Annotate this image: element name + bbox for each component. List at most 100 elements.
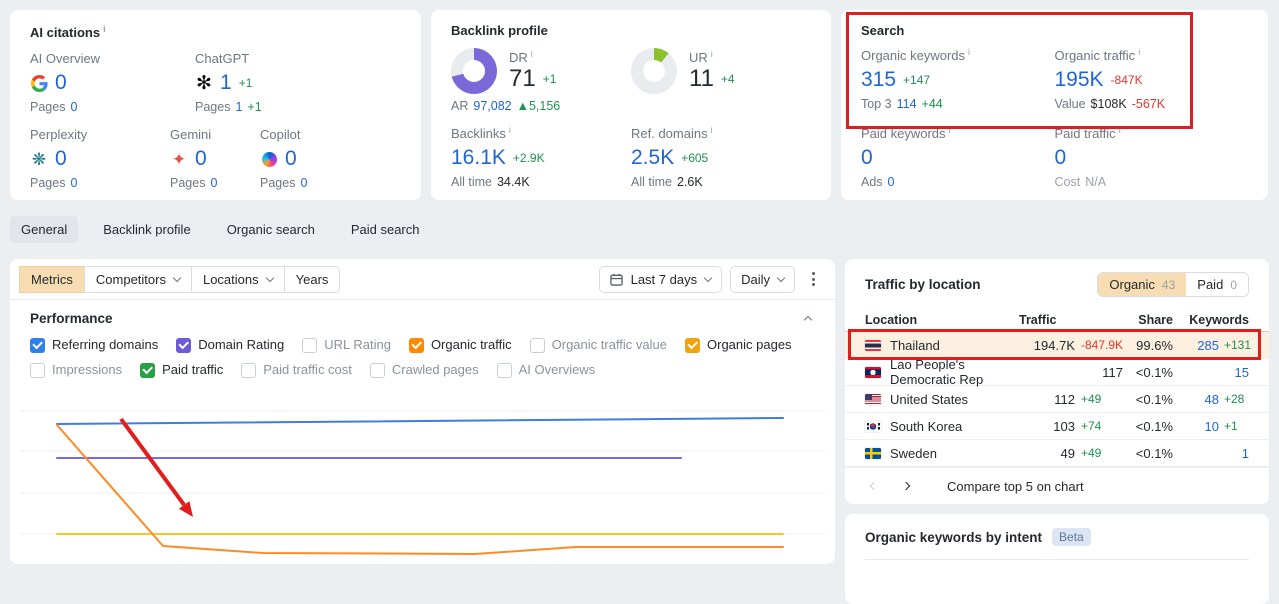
ai-citations-count[interactable]: 1	[220, 71, 232, 94]
compare-top5-link[interactable]: Compare top 5 on chart	[947, 478, 1084, 494]
ur-value[interactable]: 11	[689, 65, 714, 92]
performance-line-chart[interactable]	[20, 386, 825, 564]
checkbox-icon	[30, 337, 45, 353]
ai-citations-delta: +1	[238, 76, 253, 90]
share-value: <0.1%	[1135, 391, 1173, 407]
country-name: Thailand	[890, 337, 940, 353]
metric-checkbox[interactable]: Domain Rating	[176, 337, 284, 353]
organic-keywords-intent-panel: Organic keywords by intent Beta	[845, 514, 1269, 604]
ref-domains-label: Ref. domains i	[631, 125, 713, 141]
granularity-button[interactable]: Daily	[730, 265, 795, 293]
ref-domains-value[interactable]: 2.5K	[631, 146, 675, 169]
toggle-segment[interactable]: Paid 0	[1186, 273, 1248, 296]
checkbox-icon	[529, 337, 545, 353]
granularity-label: Daily	[741, 271, 770, 287]
share-value: <0.1%	[1135, 418, 1173, 434]
location-row[interactable]: South Korea 103 +74 <0.1% 10 +1	[845, 413, 1269, 440]
location-row[interactable]: Lao People's Democratic Rep 117 <0.1% 15	[845, 357, 1269, 387]
metric-checkbox[interactable]: URL Rating	[302, 337, 391, 353]
metric-checkbox[interactable]: Organic traffic	[408, 337, 512, 353]
backlinks-value[interactable]: 16.1K	[451, 146, 506, 169]
pages-count[interactable]: 0	[210, 176, 218, 190]
keywords-count[interactable]: 15	[1234, 364, 1249, 380]
traffic-by-location-title: Traffic by location	[865, 277, 981, 292]
info-icon[interactable]: i	[948, 125, 951, 135]
organic-traffic-value[interactable]: 195K	[1054, 68, 1104, 91]
paid-keywords-value[interactable]: 0	[861, 146, 873, 169]
google-icon	[30, 74, 48, 92]
keywords-count[interactable]: 48	[1204, 391, 1219, 407]
metric-checkbox[interactable]: AI Overviews	[496, 362, 595, 378]
info-icon[interactable]: i	[968, 47, 971, 57]
metric-checkbox[interactable]: Paid traffic cost	[241, 362, 352, 378]
ai-citations-count[interactable]: 0	[195, 147, 207, 170]
tab[interactable]: Paid search	[350, 222, 420, 237]
chevron-down-icon	[776, 273, 786, 282]
keywords-count[interactable]: 1	[1241, 445, 1249, 461]
right-column: Traffic by location Organic 43 Paid 0	[845, 259, 1269, 604]
chevron-up-icon	[803, 315, 813, 325]
pages-count[interactable]: 0	[70, 176, 78, 190]
traffic-value: 103	[1053, 418, 1075, 434]
info-icon[interactable]: i	[530, 49, 533, 59]
metric-checkbox[interactable]: Impressions	[30, 362, 122, 378]
paid-traffic-label: Paid traffic i	[1054, 125, 1121, 141]
more-options-button[interactable]	[801, 266, 825, 292]
organic-traffic-delta: -847K	[1110, 73, 1143, 87]
organic-keywords-value[interactable]: 315	[861, 68, 897, 91]
metric-checkbox[interactable]: Crawled pages	[369, 362, 479, 378]
keywords-count[interactable]: 285	[1197, 337, 1219, 353]
search-title: Search	[861, 23, 905, 38]
chevron-down-icon	[265, 273, 274, 282]
tab[interactable]: General	[10, 216, 79, 243]
organic-paid-toggle: Organic 43 Paid 0	[1097, 272, 1249, 297]
info-icon[interactable]: i	[508, 125, 511, 135]
dr-label: DR i	[509, 49, 533, 65]
top3-value[interactable]: 114	[896, 97, 917, 111]
beta-badge: Beta	[1052, 528, 1091, 546]
tab[interactable]: Organic search	[226, 222, 315, 237]
filter-button[interactable]: Years	[283, 265, 341, 293]
date-range-button[interactable]: Last 7 days	[598, 265, 723, 293]
ai-citations-count[interactable]: 0	[285, 147, 297, 170]
location-row[interactable]: Sweden 49 +49 <0.1% 1	[845, 440, 1269, 467]
filter-button[interactable]: Metrics	[19, 265, 85, 293]
metric-checkbox[interactable]: Paid traffic	[140, 362, 223, 378]
collapse-section-button[interactable]	[801, 309, 815, 328]
pages-count[interactable]: 0	[300, 176, 308, 190]
pages-count[interactable]: 1	[235, 100, 243, 114]
ai-citations-count[interactable]: 0	[55, 71, 67, 94]
filter-segmented-control: Metrics Competitors Locations Ye	[19, 265, 341, 293]
prev-page-button[interactable]	[865, 478, 883, 494]
header-keywords: Keywords	[1189, 312, 1249, 327]
metric-checkbox[interactable]: Organic pages	[685, 337, 792, 353]
ads-value[interactable]: 0	[887, 175, 895, 189]
info-icon[interactable]: i	[1138, 47, 1141, 57]
country-flag-icon	[865, 393, 881, 405]
next-page-button[interactable]	[897, 478, 915, 494]
dr-value[interactable]: 71	[509, 65, 536, 92]
ur-delta: +4	[720, 72, 735, 86]
location-row[interactable]: United States 112 +49 <0.1% 48 +28	[845, 386, 1269, 413]
tab[interactable]: Backlink profile	[103, 222, 191, 237]
ar-value[interactable]: 97,082	[473, 99, 512, 113]
ai-citations-count[interactable]: 0	[55, 147, 67, 170]
traffic-value-delta: -567K	[1131, 97, 1166, 111]
country-name: Sweden	[890, 445, 937, 461]
info-icon[interactable]: i	[710, 49, 713, 59]
filter-button[interactable]: Locations	[190, 265, 285, 293]
info-icon[interactable]: i	[103, 24, 106, 34]
pages-count[interactable]: 0	[70, 100, 78, 114]
divider	[865, 559, 1249, 560]
metric-checkbox[interactable]: Organic traffic value	[529, 337, 667, 353]
info-icon[interactable]: i	[1118, 125, 1121, 135]
location-row[interactable]: Thailand 194.7K -847.9K 99.6% 285 +131	[845, 329, 1269, 360]
info-icon[interactable]: i	[710, 125, 713, 135]
metric-checkbox[interactable]: Referring domains	[30, 337, 158, 353]
filter-button[interactable]: Competitors	[83, 265, 192, 293]
toggle-segment[interactable]: Organic 43	[1098, 273, 1187, 296]
paid-traffic-value[interactable]: 0	[1054, 146, 1067, 169]
keywords-count[interactable]: 10	[1204, 418, 1219, 434]
share-value: <0.1%	[1135, 445, 1173, 461]
